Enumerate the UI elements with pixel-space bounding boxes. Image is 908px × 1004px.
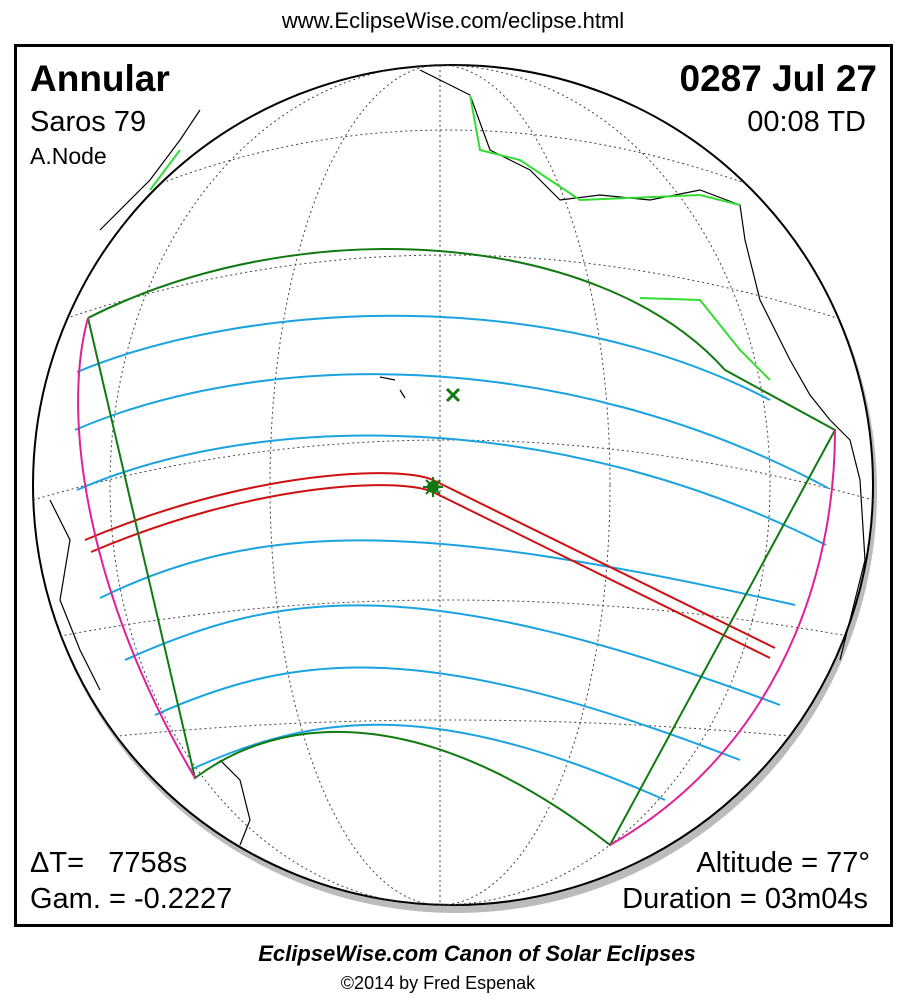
globe (32, 64, 874, 906)
altitude: Altitude = 77° (696, 847, 870, 879)
time: 00:08 TD (747, 106, 866, 138)
eclipse-path (74, 248, 837, 847)
delta-t: ΔT= 7758s (30, 847, 187, 879)
max-eclipse-marker (445, 387, 461, 403)
header-url: www.EclipseWise.com/eclipse.html (281, 8, 624, 33)
footer-copyright: ©2014 by Fred Espenak (341, 973, 536, 993)
date: 0287 Jul 27 (680, 58, 877, 99)
graticule (33, 65, 873, 905)
coastlines (49, 69, 866, 846)
eclipse-type: Annular (30, 58, 170, 99)
footer-title: EclipseWise.com Canon of Solar Eclipses (258, 941, 696, 966)
gamma: Gam. = -0.2227 (30, 883, 232, 915)
saros: Saros 79 (30, 106, 146, 138)
duration: Duration = 03m04s (622, 883, 868, 915)
greatest-duration-star (423, 477, 443, 497)
node: A.Node (30, 143, 107, 169)
